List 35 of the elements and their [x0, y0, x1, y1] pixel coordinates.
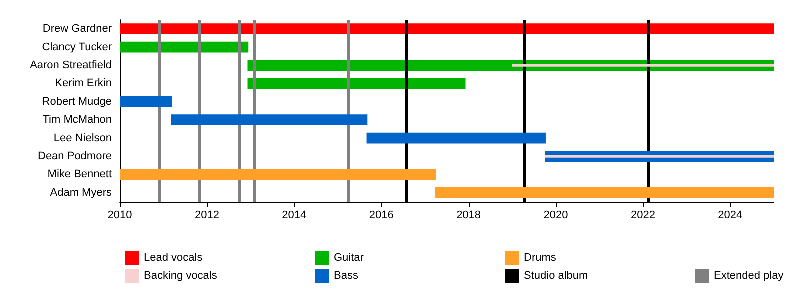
- legend-label: Studio album: [524, 270, 588, 282]
- x-tick-label: 2012: [194, 210, 220, 222]
- bar: [435, 187, 774, 198]
- y-tick-label: Adam Myers: [50, 186, 112, 199]
- x-tick-label: 2014: [282, 210, 307, 222]
- x-tick-label: 2022: [630, 210, 656, 222]
- bar: [248, 78, 466, 90]
- legend-label: Backing vocals: [144, 270, 218, 282]
- legend-label: Lead vocals: [144, 252, 204, 264]
- legend-label: Bass: [334, 270, 359, 282]
- bar: [120, 169, 436, 180]
- bar: [366, 132, 546, 144]
- y-tick-label: Clancy Tucker: [42, 41, 112, 54]
- x-tick-label: 2024: [718, 210, 743, 222]
- y-tick-label: Robert Mudge: [42, 96, 112, 108]
- y-tick-label: Aaron Streatfield: [30, 60, 112, 72]
- y-tick-label: Drew Gardner: [42, 23, 112, 36]
- bar: [171, 114, 368, 126]
- y-tick-label: Lee Nielson: [54, 132, 112, 144]
- y-tick-label: Tim McMahon: [42, 114, 112, 126]
- x-tick-label: 2018: [456, 210, 482, 222]
- y-tick-label: Mike Bennett: [48, 168, 112, 181]
- x-tick-label: 2010: [108, 210, 132, 222]
- x-tick-label: 2020: [544, 210, 568, 222]
- bar: [545, 155, 774, 158]
- bar: [512, 64, 774, 67]
- legend-label: Guitar: [334, 252, 364, 264]
- bar: [120, 24, 774, 35]
- x-tick-label: 2016: [369, 210, 394, 222]
- bar: [120, 42, 249, 53]
- y-tick-label: Dean Podmore: [38, 150, 112, 162]
- legend-label: Drums: [524, 252, 557, 264]
- bar: [120, 96, 172, 108]
- y-tick-label: Kerim Erkin: [55, 78, 112, 90]
- legend-label: Extended play: [714, 270, 784, 282]
